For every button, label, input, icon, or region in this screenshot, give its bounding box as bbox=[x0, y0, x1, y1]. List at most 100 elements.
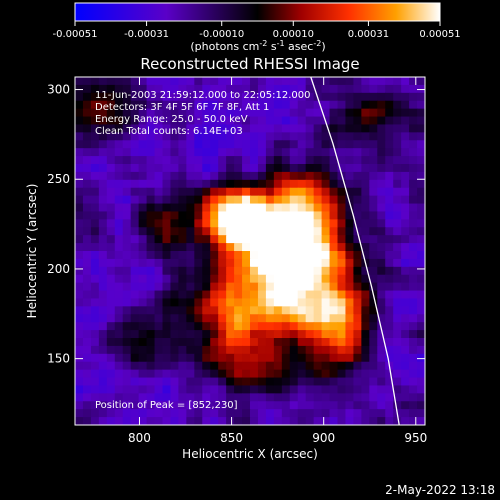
x-tick-label: 900 bbox=[312, 431, 335, 445]
heatmap-cell bbox=[114, 211, 124, 220]
heatmap-cell bbox=[297, 361, 307, 371]
heatmap-cell bbox=[242, 266, 251, 276]
heatmap-cell bbox=[385, 338, 394, 347]
heatmap-cell bbox=[345, 195, 354, 205]
heatmap-cell bbox=[353, 290, 362, 300]
heatmap-cell bbox=[82, 219, 92, 228]
heatmap-cell bbox=[90, 385, 100, 394]
heatmap-cell bbox=[313, 227, 323, 236]
heatmap-cell bbox=[257, 314, 267, 323]
heatmap-cell bbox=[90, 251, 100, 260]
heatmap-cell bbox=[369, 77, 378, 86]
heatmap-cell bbox=[369, 195, 378, 205]
heatmap-cell bbox=[369, 417, 378, 425]
heatmap-cell bbox=[202, 227, 211, 236]
heatmap-cell bbox=[289, 156, 299, 165]
heatmap-cell bbox=[305, 187, 315, 197]
heatmap-cell bbox=[385, 266, 394, 276]
heatmap-cell bbox=[265, 274, 275, 284]
heatmap-cell bbox=[369, 219, 378, 228]
heatmap-cell bbox=[106, 409, 116, 418]
heatmap-cell bbox=[138, 187, 148, 197]
heatmap-cell bbox=[281, 116, 291, 126]
heatmap-cell bbox=[202, 171, 211, 181]
heatmap-cell bbox=[218, 338, 227, 347]
heatmap-cell bbox=[417, 211, 425, 220]
heatmap-cell bbox=[393, 140, 402, 149]
heatmap-cell bbox=[186, 195, 195, 205]
heatmap-cell bbox=[202, 203, 211, 213]
heatmap-cell bbox=[377, 132, 386, 141]
heatmap-cell bbox=[385, 195, 394, 205]
heatmap-cell bbox=[265, 156, 275, 165]
heatmap-cell bbox=[353, 361, 362, 371]
heatmap-cell bbox=[122, 227, 132, 236]
heatmap-cell bbox=[273, 116, 283, 126]
heatmap-cell bbox=[321, 219, 331, 228]
heatmap-cell bbox=[297, 243, 307, 252]
heatmap-cell bbox=[242, 227, 251, 236]
heatmap-cell bbox=[345, 148, 354, 157]
heatmap-cell bbox=[82, 77, 92, 86]
heatmap-cell bbox=[297, 417, 307, 425]
heatmap-cell bbox=[393, 100, 402, 110]
heatmap-cell bbox=[265, 282, 275, 292]
heatmap-cell bbox=[242, 219, 251, 228]
heatmap-cell bbox=[353, 385, 362, 394]
heatmap-cell bbox=[321, 84, 331, 94]
heatmap-cell bbox=[250, 401, 259, 410]
heatmap-cell bbox=[186, 345, 195, 355]
heatmap-cell bbox=[234, 338, 243, 347]
heatmap-cell bbox=[289, 282, 299, 292]
heatmap-cell bbox=[98, 322, 108, 331]
heatmap-cell bbox=[146, 338, 156, 347]
heatmap-cell bbox=[170, 211, 179, 220]
heatmap-cell bbox=[377, 203, 386, 213]
heatmap-cell bbox=[162, 306, 172, 315]
heatmap-cell bbox=[234, 100, 243, 110]
heatmap-cell bbox=[202, 195, 211, 205]
heatmap-cell bbox=[122, 156, 132, 165]
heatmap-cell bbox=[289, 77, 299, 86]
heatmap-cell bbox=[138, 266, 148, 276]
heatmap-cell bbox=[90, 227, 100, 236]
heatmap-cell bbox=[305, 258, 315, 268]
heatmap-cell bbox=[75, 345, 84, 355]
heatmap-cell bbox=[289, 187, 299, 197]
heatmap-cell bbox=[226, 369, 235, 379]
heatmap-cell bbox=[369, 361, 378, 371]
heatmap-cell bbox=[401, 290, 410, 300]
heatmap-cell bbox=[218, 290, 227, 300]
heatmap-cell bbox=[345, 84, 354, 94]
heatmap-cell bbox=[130, 282, 140, 292]
heatmap-cell bbox=[106, 314, 116, 323]
heatmap-cell bbox=[401, 266, 410, 276]
heatmap-cell bbox=[377, 330, 386, 339]
heatmap-cell bbox=[75, 140, 84, 149]
heatmap-cell bbox=[210, 156, 219, 165]
heatmap-cell bbox=[353, 77, 362, 86]
heatmap-cell bbox=[265, 251, 275, 260]
heatmap-cell bbox=[329, 306, 339, 315]
heatmap-cell bbox=[162, 108, 172, 118]
x-tick-label: 800 bbox=[128, 431, 151, 445]
heatmap-cell bbox=[226, 92, 235, 102]
heatmap-cell bbox=[345, 322, 354, 331]
heatmap-cell bbox=[377, 353, 386, 363]
heatmap-cell bbox=[377, 361, 386, 371]
heatmap-cell bbox=[106, 124, 116, 133]
heatmap-cell bbox=[106, 92, 116, 102]
heatmap-cell bbox=[401, 227, 410, 236]
heatmap-cell bbox=[162, 227, 172, 236]
heatmap-cell bbox=[297, 187, 307, 197]
heatmap-cell bbox=[321, 148, 331, 157]
heatmap-cell bbox=[393, 353, 402, 363]
heatmap-cell bbox=[146, 116, 156, 126]
heatmap-cell bbox=[146, 84, 156, 94]
heatmap-cell bbox=[138, 211, 148, 220]
heatmap-cell bbox=[329, 227, 339, 236]
heatmap-cell bbox=[162, 322, 172, 331]
heatmap-cell bbox=[345, 187, 354, 197]
heatmap-cell bbox=[90, 401, 100, 410]
heatmap-cell bbox=[281, 156, 291, 165]
